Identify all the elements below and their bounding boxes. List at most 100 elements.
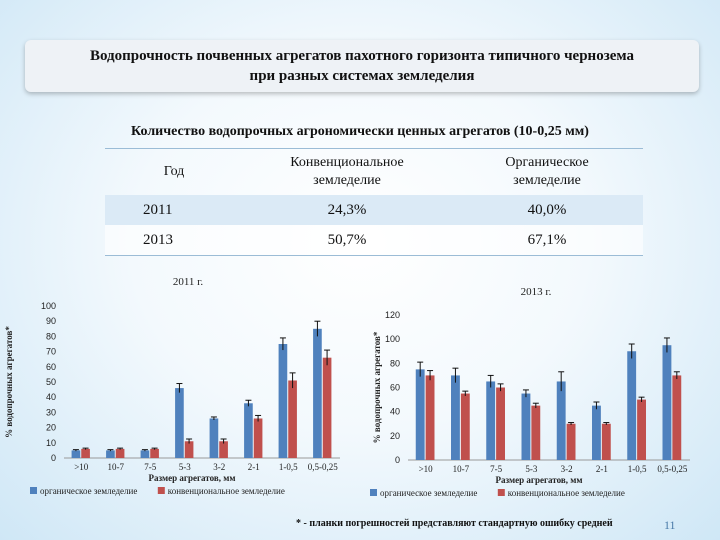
y-tick-label: 70 [46, 347, 56, 357]
bar [71, 450, 81, 458]
bar [115, 448, 125, 458]
x-tick-label: 5-3 [179, 462, 191, 472]
legend-swatch [30, 487, 37, 494]
y-tick-label: 80 [390, 358, 400, 368]
bar [106, 450, 115, 458]
y-tick-label: 50 [46, 377, 56, 387]
bar [140, 450, 150, 458]
legend-swatch [157, 487, 165, 494]
chart-2013: 2013 г. % водопрочных агрегатов* 0 20 40 60 80… [360, 270, 720, 510]
bar [278, 344, 288, 458]
y-tick-label: 0 [395, 455, 400, 465]
table-cell: 24,3% [243, 195, 451, 225]
bar [451, 375, 460, 460]
chart-2011-svg: 2011 г. % водопрочных агрегатов* 0 10 20 30 40… [4, 276, 340, 496]
y-tick-label: 10 [46, 438, 56, 448]
bar [253, 418, 263, 458]
legend-label: органическое земледелие [40, 486, 137, 496]
bar [637, 399, 646, 460]
x-tick-label: 0,5-0,25 [308, 462, 338, 472]
y-tick-label: 20 [46, 423, 56, 433]
header-conventional: Конвенциональное земледелие [243, 148, 451, 195]
bar [175, 388, 184, 458]
bar [415, 369, 425, 460]
bar [592, 405, 601, 460]
y-axis-label: % водопрочных агрегатов* [4, 326, 14, 438]
x-tick-label: >10 [74, 462, 89, 472]
y-tick-label: 80 [46, 331, 56, 341]
bar [566, 423, 576, 460]
bar [288, 380, 297, 458]
legend-label: органическое земледелие [380, 488, 477, 498]
x-axis-label: Размер агрегатов, мм [495, 475, 582, 485]
table-cell: 50,7% [243, 225, 451, 256]
legend-label: конвенциональное земледелие [508, 488, 625, 498]
x-tick-label: 10-7 [108, 462, 125, 472]
legend-swatch [370, 489, 377, 496]
y-tick-label: 40 [46, 392, 56, 402]
x-tick-label: 3-2 [561, 464, 573, 474]
bar [244, 403, 253, 458]
x-tick-label: 1-0,5 [628, 464, 647, 474]
y-tick-label: 100 [385, 334, 400, 344]
bar [601, 423, 611, 460]
header-organic: Органическое земледелие [451, 148, 643, 195]
bar [219, 441, 228, 458]
table-cell: 67,1% [451, 225, 643, 256]
bar [150, 448, 159, 458]
bar [556, 381, 566, 460]
bar [531, 405, 541, 460]
bar [496, 387, 505, 460]
x-tick-label: 3-2 [213, 462, 225, 472]
table-cell: 2013 [105, 225, 243, 256]
x-tick-label: >10 [419, 464, 434, 474]
page-title: Водопрочность почвенных агрегатов пахотн… [89, 48, 635, 84]
footnote: * - планки погрешностей представляют ста… [296, 518, 613, 529]
chart-title: 2013 г. [521, 286, 552, 298]
title-box: Водопрочность почвенных агрегатов пахотн… [25, 40, 699, 92]
x-tick-label: 0,5-0,25 [657, 464, 687, 474]
chart-title: 2011 г. [173, 276, 204, 288]
y-tick-label: 100 [41, 301, 56, 311]
x-tick-label: 1-0,5 [279, 462, 298, 472]
y-tick-label: 60 [46, 362, 56, 372]
y-tick-label: 40 [390, 407, 400, 417]
x-axis-label: Размер агрегатов, мм [148, 473, 235, 483]
table-row: 2011 24,3% 40,0% [105, 195, 643, 225]
bar [662, 345, 672, 460]
y-tick-label: 30 [46, 407, 56, 417]
x-tick-label: 2-1 [248, 462, 260, 472]
y-tick-label: 20 [390, 431, 400, 441]
table-header-row: Год Конвенциональное земледелие Органичес… [105, 148, 643, 195]
bar [209, 418, 219, 458]
table-subtitle: Количество водопрочных агрономически цен… [131, 124, 589, 139]
page-number: 11 [664, 518, 676, 532]
y-tick-label: 120 [385, 310, 400, 320]
summary-table: Год Конвенциональное земледелие Органичес… [105, 148, 643, 256]
bar [521, 393, 531, 460]
table-cell: 40,0% [451, 195, 643, 225]
bar [425, 375, 435, 460]
x-tick-label: 7-5 [490, 464, 502, 474]
x-tick-label: 2-1 [596, 464, 608, 474]
bar [81, 448, 90, 458]
y-axis-label: % водопрочных агрегатов* [372, 331, 382, 443]
x-tick-label: 10-7 [453, 464, 470, 474]
chart-2013-svg: 2013 г. % водопрочных агрегатов* 0 20 40 60 80… [370, 286, 690, 498]
bar [322, 357, 332, 458]
table-row: 2013 50,7% 67,1% [105, 225, 643, 256]
y-tick-label: 60 [390, 383, 400, 393]
y-tick-label: 0 [51, 453, 56, 463]
header-year: Год [105, 148, 243, 195]
legend-swatch [497, 489, 505, 496]
bar [313, 328, 322, 458]
y-tick-label: 90 [46, 316, 56, 326]
bar [627, 351, 637, 460]
bar [486, 381, 496, 460]
bar [672, 375, 682, 460]
bar [184, 441, 194, 458]
chart-2011: 2011 г. % водопрочных агрегатов* 0 10 20 30 40… [0, 270, 360, 510]
bar [460, 393, 470, 460]
table-cell: 2011 [105, 195, 243, 225]
x-tick-label: 5-3 [525, 464, 537, 474]
